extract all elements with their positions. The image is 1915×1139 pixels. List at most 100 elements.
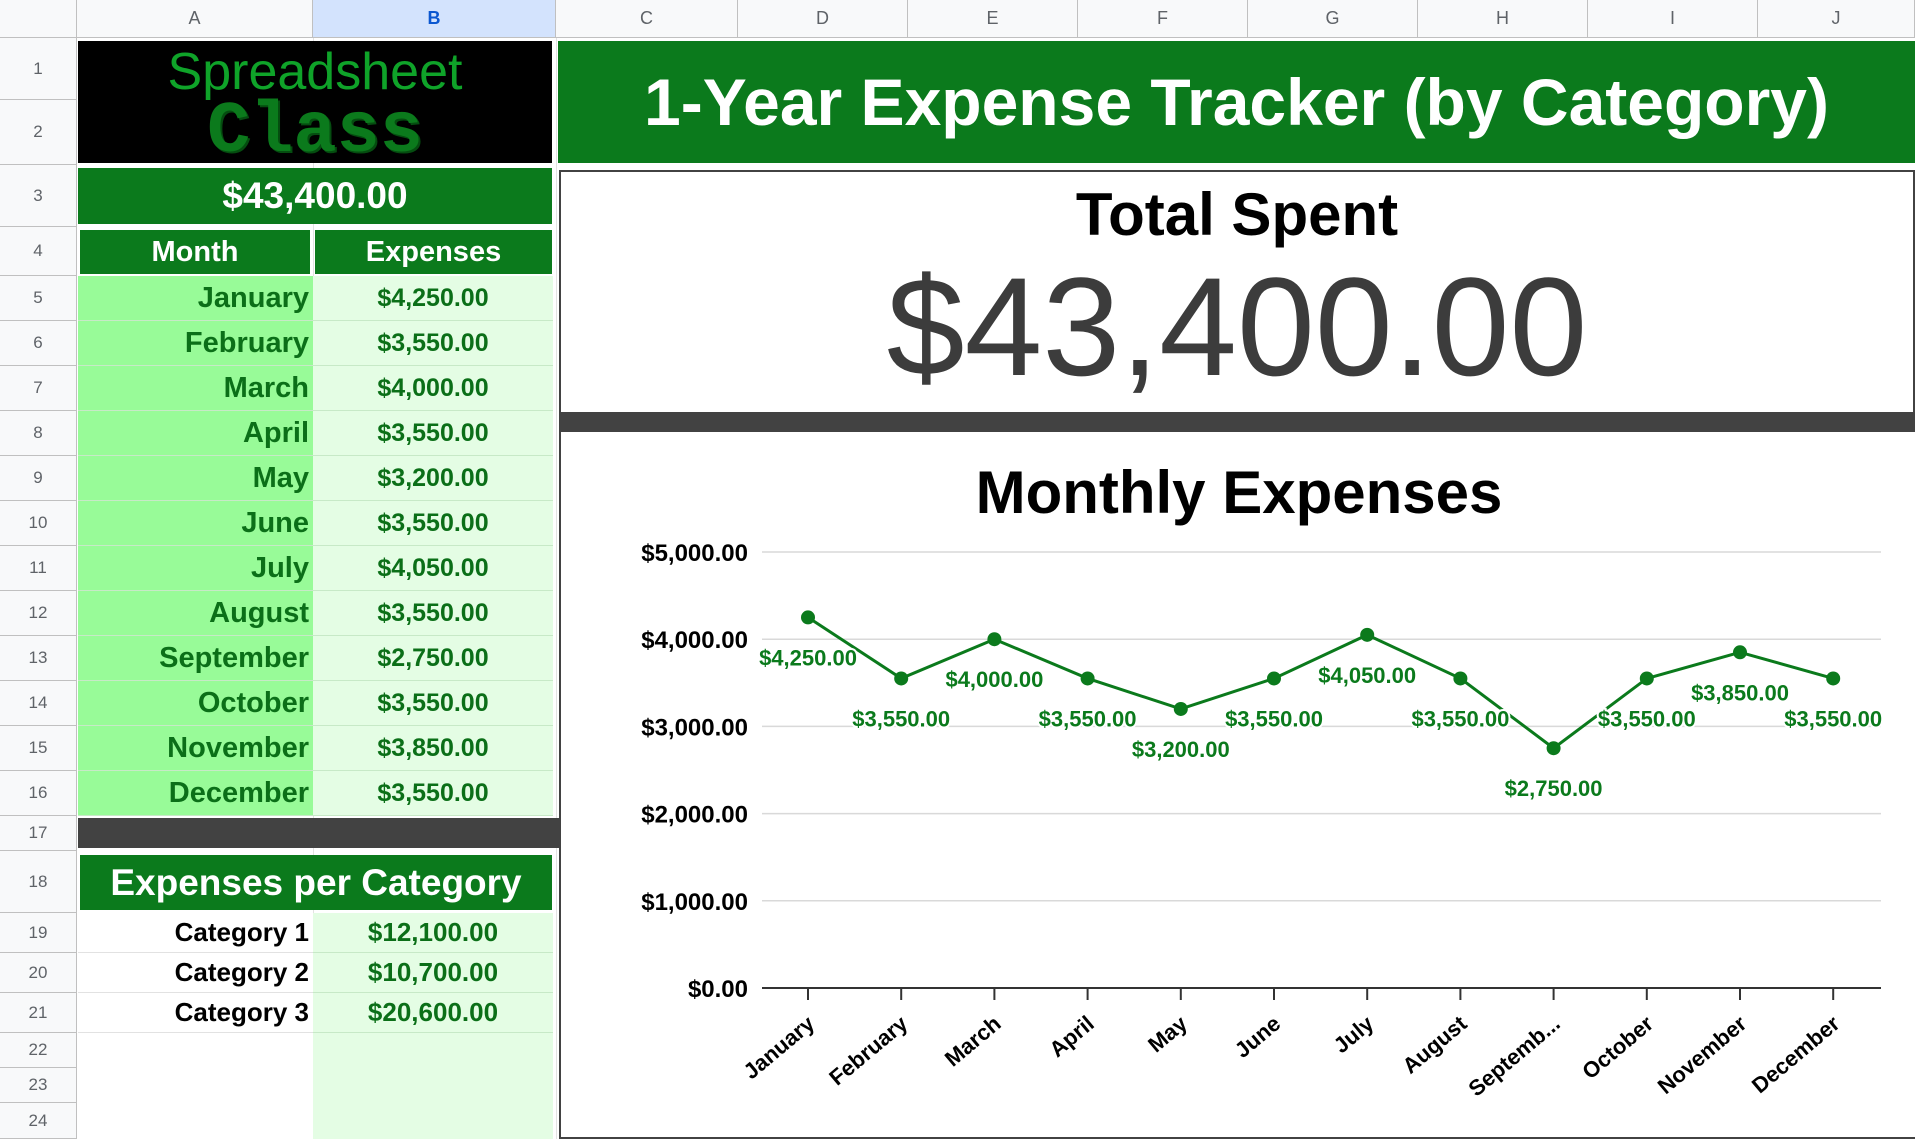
row-header-4[interactable]: 4 xyxy=(0,227,77,276)
expense-cell[interactable]: $3,200.00 xyxy=(313,456,553,501)
month-cell[interactable]: August xyxy=(78,591,313,636)
x-tick-label: January xyxy=(738,1010,819,1084)
y-tick-label: $1,000.00 xyxy=(641,889,748,916)
data-point xyxy=(894,671,909,686)
grid-line xyxy=(556,38,557,1139)
row-header-14[interactable]: 14 xyxy=(0,681,77,726)
page-title: 1-Year Expense Tracker (by Category) xyxy=(558,41,1915,163)
y-tick-label: $3,000.00 xyxy=(641,714,748,741)
row-header-1[interactable]: 1 xyxy=(0,38,77,100)
row-header-11[interactable]: 11 xyxy=(0,546,77,591)
month-cell[interactable]: March xyxy=(78,366,313,411)
row-header-22[interactable]: 22 xyxy=(0,1033,77,1068)
data-label: $3,550.00 xyxy=(1411,706,1509,731)
column-header-i[interactable]: I xyxy=(1588,0,1758,38)
row-header-16[interactable]: 16 xyxy=(0,771,77,816)
row-header-15[interactable]: 15 xyxy=(0,726,77,771)
column-header-h[interactable]: H xyxy=(1418,0,1588,38)
chart-title: Monthly Expenses xyxy=(975,459,1503,526)
column-header-a[interactable]: A xyxy=(77,0,313,38)
select-all-corner[interactable] xyxy=(0,0,77,38)
row-header-7[interactable]: 7 xyxy=(0,366,77,411)
month-cell[interactable]: November xyxy=(78,726,313,771)
data-point xyxy=(1826,671,1841,686)
x-tick-label: July xyxy=(1329,1010,1379,1058)
x-tick-label: March xyxy=(940,1011,1006,1072)
column-header-d[interactable]: D xyxy=(738,0,908,38)
column-header-e[interactable]: E xyxy=(908,0,1078,38)
row-header-6[interactable]: 6 xyxy=(0,321,77,366)
row-header-13[interactable]: 13 xyxy=(0,636,77,681)
data-label: $3,550.00 xyxy=(1225,706,1323,731)
logo-line-2: Class xyxy=(206,91,424,173)
column-header-j[interactable]: J xyxy=(1758,0,1915,38)
data-point xyxy=(987,632,1002,647)
row-header-19[interactable]: 19 xyxy=(0,913,77,953)
x-tick-label: February xyxy=(824,1010,913,1090)
expense-cell[interactable]: $2,750.00 xyxy=(313,636,553,681)
data-point xyxy=(1267,671,1281,686)
data-point xyxy=(1080,671,1095,686)
category-amount-cell[interactable]: $20,600.00 xyxy=(313,993,553,1033)
column-header-b[interactable]: B xyxy=(313,0,556,38)
scorecard-label: Total Spent xyxy=(1075,181,1399,248)
row-header-23[interactable]: 23 xyxy=(0,1068,77,1103)
data-label: $4,000.00 xyxy=(945,667,1043,692)
total-cell[interactable]: $43,400.00 xyxy=(78,168,552,224)
expense-cell[interactable]: $3,550.00 xyxy=(313,771,553,816)
category-name-cell[interactable]: Category 1 xyxy=(78,913,313,953)
month-cell[interactable]: December xyxy=(78,771,313,816)
expense-cell[interactable]: $3,550.00 xyxy=(313,681,553,726)
column-header-c[interactable]: C xyxy=(556,0,738,38)
row-header-24[interactable]: 24 xyxy=(0,1103,77,1139)
month-header: Month xyxy=(80,230,310,274)
scorecard: Total Spent $43,400.00 xyxy=(559,170,1915,412)
month-cell[interactable]: July xyxy=(78,546,313,591)
row-header-8[interactable]: 8 xyxy=(0,411,77,456)
data-point xyxy=(1360,627,1375,642)
expense-cell[interactable]: $4,000.00 xyxy=(313,366,553,411)
row-header-5[interactable]: 5 xyxy=(0,276,77,321)
row-header-2[interactable]: 2 xyxy=(0,100,77,165)
data-point xyxy=(1639,671,1654,686)
row-header-18[interactable]: 18 xyxy=(0,851,77,913)
data-point xyxy=(1546,741,1561,756)
data-label: $4,050.00 xyxy=(1318,663,1416,688)
expense-cell[interactable]: $3,850.00 xyxy=(313,726,553,771)
data-label: $3,550.00 xyxy=(1039,706,1137,731)
category-section-title: Expenses per Category xyxy=(80,855,552,910)
column-header-g[interactable]: G xyxy=(1248,0,1418,38)
month-cell[interactable]: June xyxy=(78,501,313,546)
month-cell[interactable]: January xyxy=(78,276,313,321)
expense-cell[interactable]: $3,550.00 xyxy=(313,411,553,456)
month-cell[interactable]: September xyxy=(78,636,313,681)
expense-cell[interactable]: $3,550.00 xyxy=(313,591,553,636)
category-amount-cell[interactable]: $12,100.00 xyxy=(313,913,553,953)
row-header-17[interactable]: 17 xyxy=(0,816,77,851)
month-cell[interactable]: October xyxy=(78,681,313,726)
row-header-12[interactable]: 12 xyxy=(0,591,77,636)
category-name-cell[interactable]: Category 2 xyxy=(78,953,313,993)
column-header-f[interactable]: F xyxy=(1078,0,1248,38)
empty-cell[interactable] xyxy=(313,1033,553,1139)
chart-container[interactable]: Monthly Expenses $0.00 $1,000.00 $2,000.00… xyxy=(559,432,1915,1139)
y-tick-label: $5,000.00 xyxy=(641,540,748,567)
category-amount-cell[interactable]: $10,700.00 xyxy=(313,953,553,993)
row-header-20[interactable]: 20 xyxy=(0,953,77,993)
month-cell[interactable]: April xyxy=(78,411,313,456)
month-cell[interactable]: May xyxy=(78,456,313,501)
data-point xyxy=(1453,671,1468,686)
category-name-cell[interactable]: Category 3 xyxy=(78,993,313,1033)
expense-cell[interactable]: $4,050.00 xyxy=(313,546,553,591)
expense-cell[interactable]: $3,550.00 xyxy=(313,321,553,366)
expense-cell[interactable]: $4,250.00 xyxy=(313,276,553,321)
row-header-9[interactable]: 9 xyxy=(0,456,77,501)
logo-block: Spreadsheet Class xyxy=(78,41,552,168)
row-header-21[interactable]: 21 xyxy=(0,993,77,1033)
month-cell[interactable]: February xyxy=(78,321,313,366)
x-tick-label: October xyxy=(1577,1010,1658,1084)
x-tick-label: Septemb... xyxy=(1464,1011,1565,1102)
row-header-10[interactable]: 10 xyxy=(0,501,77,546)
row-header-3[interactable]: 3 xyxy=(0,165,77,227)
expense-cell[interactable]: $3,550.00 xyxy=(313,501,553,546)
